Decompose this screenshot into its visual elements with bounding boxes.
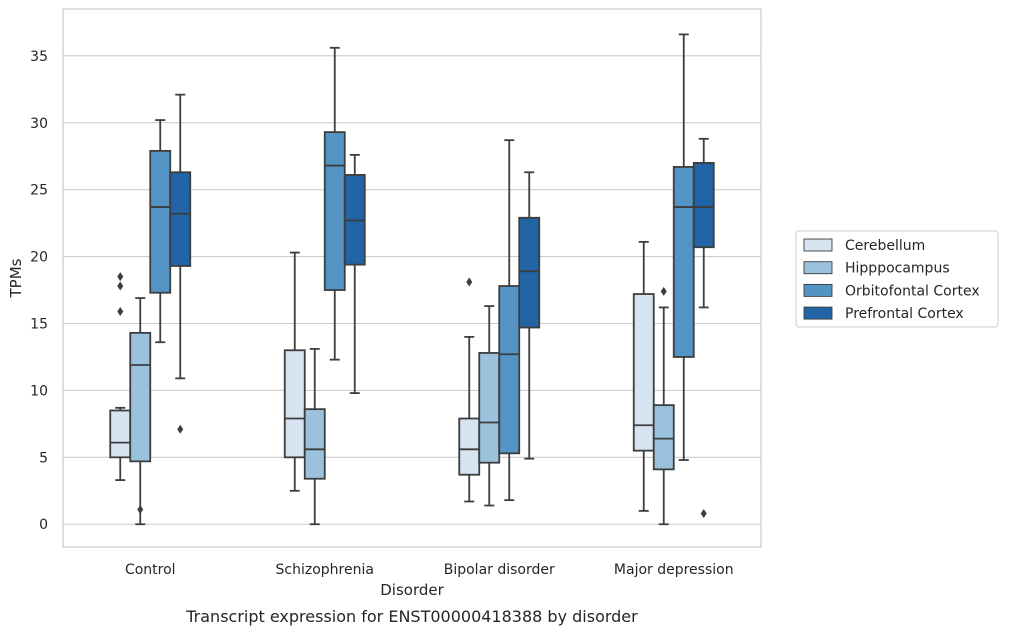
x-tick-label: Schizophrenia — [276, 562, 374, 578]
box-hipppocampus — [129, 297, 152, 526]
legend-label: Prefrontal Cortex — [845, 306, 964, 322]
outlier-point — [117, 281, 124, 291]
y-tick-label: 35 — [30, 49, 48, 65]
x-tick-labels: Control Schizophrenia Bipolar disorder Majo… — [125, 562, 734, 578]
legend-label: Cerebellum — [845, 238, 925, 254]
box-prefrontal-cortex — [692, 137, 715, 519]
plot-boxes — [109, 33, 715, 526]
box-cerebellum — [632, 240, 655, 512]
box-body — [169, 171, 192, 267]
box-body — [498, 285, 521, 455]
outlier-point — [137, 505, 144, 515]
chart-caption: Transcript expression for ENST0000041838… — [185, 607, 638, 626]
box-body — [283, 349, 306, 459]
y-tick-label: 5 — [39, 450, 48, 466]
outlier-point — [117, 272, 124, 282]
box-cerebellum — [109, 272, 132, 481]
x-tick-label: Major depression — [614, 562, 734, 578]
y-tick-label: 30 — [30, 116, 48, 132]
legend-swatch — [803, 238, 833, 252]
outlier-point — [700, 509, 707, 519]
legend-swatch — [803, 283, 833, 297]
box-orbitofontal-cortex — [149, 119, 172, 344]
box-body — [632, 293, 655, 452]
legend-swatch — [803, 306, 833, 320]
y-tick-label: 10 — [30, 383, 48, 399]
y-tick-label: 15 — [30, 317, 48, 333]
box-body — [129, 331, 152, 463]
box-body — [149, 149, 172, 294]
y-tick-label: 25 — [30, 183, 48, 199]
y-axis-label: TPMs — [7, 258, 25, 298]
x-axis-label: Disorder — [380, 581, 444, 599]
outlier-point — [177, 424, 184, 434]
box-hipppocampus — [478, 305, 501, 507]
box-body — [323, 131, 346, 291]
box-body — [518, 216, 541, 329]
y-tick-labels: 0 5 10 15 20 25 30 35 — [30, 49, 48, 533]
box-prefrontal-cortex — [518, 171, 541, 460]
box-body — [458, 417, 481, 476]
box-prefrontal-cortex — [343, 153, 366, 394]
legend-swatch — [803, 261, 833, 275]
box-body — [478, 352, 501, 464]
box-orbitofontal-cortex — [323, 46, 346, 361]
box-body — [109, 409, 132, 459]
outlier-point — [466, 277, 473, 287]
box-cerebellum — [458, 277, 481, 503]
outlier-point — [117, 306, 124, 316]
x-tick-label: Bipolar disorder — [444, 562, 555, 578]
x-tick-label: Control — [125, 562, 176, 578]
legend: Cerebellum Hipppocampus Orbitofontal Corte… — [795, 230, 999, 328]
box-orbitofontal-cortex — [672, 33, 695, 461]
plot-frame — [62, 8, 762, 548]
box-body — [692, 162, 715, 249]
y-tick-label: 0 — [39, 517, 48, 533]
box-body — [303, 408, 326, 480]
outlier-point — [660, 286, 667, 296]
box-cerebellum — [283, 251, 306, 492]
box-hipppocampus — [652, 286, 675, 526]
box-orbitofontal-cortex — [498, 139, 521, 502]
legend-label: Hipppocampus — [845, 261, 950, 277]
box-hipppocampus — [303, 348, 326, 526]
legend-label: Orbitofontal Cortex — [845, 283, 980, 299]
legend-entries: Cerebellum Hipppocampus Orbitofontal Corte… — [803, 238, 980, 322]
legend-frame — [795, 230, 999, 328]
box-prefrontal-cortex — [169, 93, 192, 434]
box-body — [672, 166, 695, 358]
box-body — [652, 404, 675, 471]
y-tick-label: 20 — [30, 250, 48, 266]
